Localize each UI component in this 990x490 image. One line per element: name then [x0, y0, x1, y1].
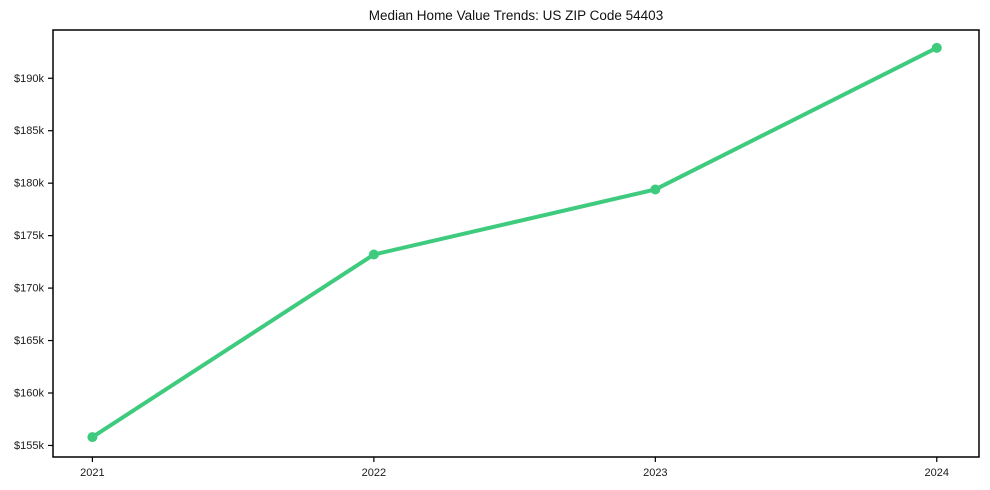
- y-tick-label: $185k: [14, 125, 44, 137]
- x-tick-label: 2024: [925, 467, 949, 479]
- y-tick-label: $170k: [14, 283, 44, 295]
- data-point-marker: [87, 432, 98, 443]
- y-tick-label: $155k: [14, 440, 44, 452]
- data-point-marker: [931, 42, 942, 53]
- y-tick-label: $165k: [14, 335, 44, 347]
- x-tick-label: 2022: [362, 467, 386, 479]
- plot-border: [52, 29, 980, 458]
- x-tick-label: 2023: [643, 467, 667, 479]
- y-tick-label: $160k: [14, 388, 44, 400]
- data-point-marker: [368, 249, 379, 260]
- y-tick-label: $175k: [14, 230, 44, 242]
- data-point-marker: [650, 184, 661, 195]
- y-tick-label: $190k: [14, 73, 44, 85]
- x-tick-label: 2021: [80, 467, 104, 479]
- chart-title: Median Home Value Trends: US ZIP Code 54…: [368, 8, 664, 23]
- trend-line: [90, 45, 939, 440]
- y-tick-label: $180k: [14, 178, 44, 190]
